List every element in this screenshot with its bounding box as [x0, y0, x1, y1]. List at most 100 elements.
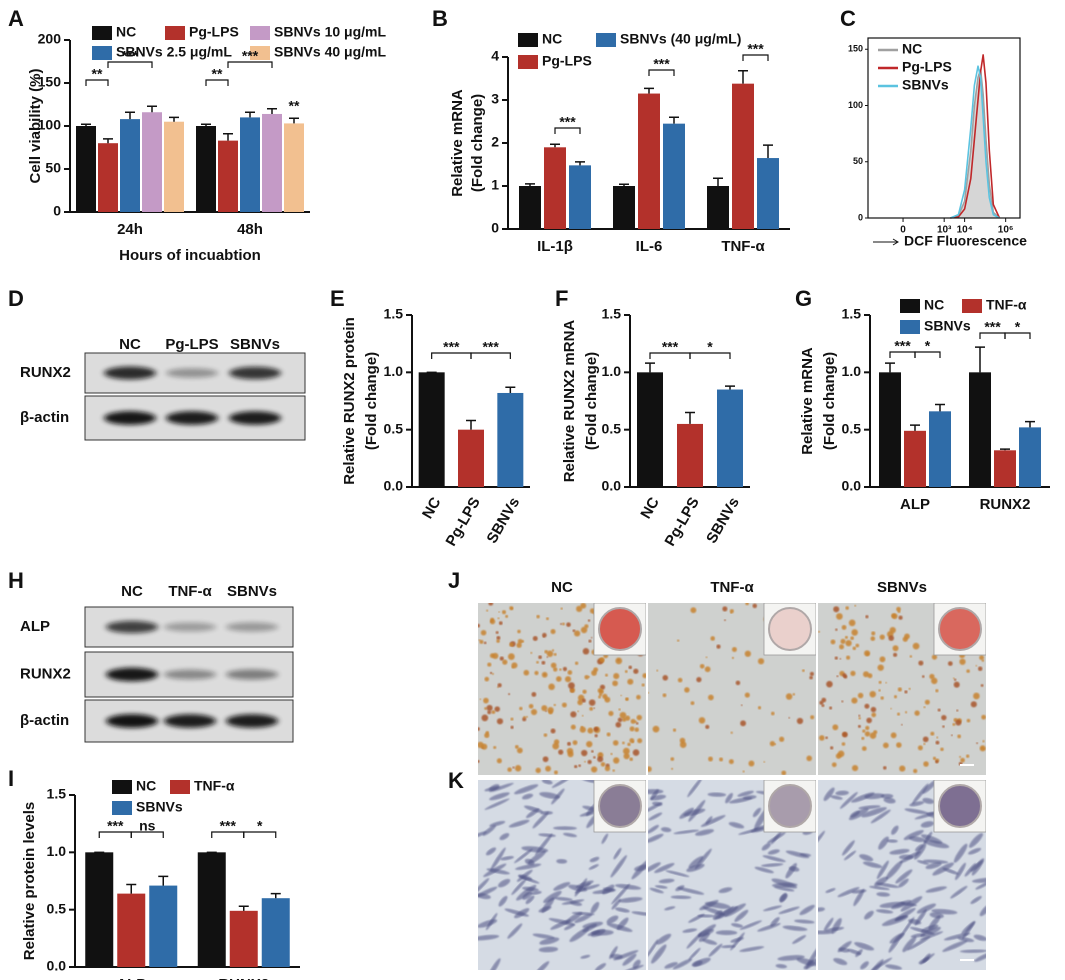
cell-streak [739, 946, 765, 952]
stain-spot [896, 606, 901, 612]
stain-spot [834, 656, 838, 660]
bar [969, 372, 991, 487]
stain-spot [634, 727, 639, 732]
cell-streak [848, 808, 869, 821]
stain-spot [752, 603, 758, 609]
cell-streak [912, 783, 929, 805]
cell-streak [698, 932, 710, 942]
legend-swatch [596, 33, 616, 47]
cell-streak [554, 896, 573, 901]
stain-spot [580, 626, 588, 634]
legend-swatch [250, 26, 270, 40]
stain-spot [913, 768, 918, 774]
stain-spot [487, 710, 492, 715]
stain-spot [851, 697, 858, 704]
stain-spot [485, 730, 490, 735]
significance-bracket [85, 79, 109, 86]
stain-spot [952, 723, 956, 726]
significance-bracket [227, 61, 273, 68]
significance-label: * [257, 818, 263, 834]
stain-spot [483, 697, 489, 704]
stain-spot [976, 742, 979, 745]
error-bar [575, 161, 585, 166]
stain-spot [535, 767, 541, 774]
x-tick-label: ALP [116, 976, 146, 980]
stain-spot [879, 656, 886, 663]
y-tick-label: 0.0 [47, 958, 67, 974]
stain-spot [581, 698, 586, 703]
blot-band [229, 366, 281, 380]
cell-streak [835, 790, 849, 796]
stain-spot [851, 765, 859, 772]
cell-streak [654, 885, 668, 889]
cell-streak [497, 878, 511, 888]
cell-streak [540, 811, 553, 815]
significance-bracket [243, 831, 277, 838]
stain-spot [831, 762, 837, 768]
stain-spot [536, 660, 539, 664]
stain-spot [574, 630, 581, 637]
stain-spot [832, 724, 839, 731]
legend-label: SBNVs [136, 799, 183, 815]
significance-bracket [107, 61, 153, 68]
stain-spot [600, 762, 606, 767]
cell-streak [695, 829, 714, 836]
stain-spot [748, 760, 755, 767]
y-tick-label: 1.5 [384, 306, 404, 322]
legend-swatch [92, 46, 112, 60]
stain-spot [932, 756, 937, 760]
y-axis-label: (Fold change) [469, 94, 486, 192]
cell-streak [485, 913, 498, 931]
lane-label: Pg-LPS [165, 336, 218, 353]
x-tick-label: RUNX2 [980, 496, 1031, 513]
cell-streak [799, 904, 815, 916]
cell-streak [894, 907, 916, 921]
panel-label: J [448, 568, 460, 593]
cell-streak [541, 897, 555, 913]
stain-spot [541, 671, 548, 678]
cell-streak [489, 792, 510, 801]
stain-spot [496, 758, 502, 764]
stain-spot [730, 731, 733, 734]
stain-spot [774, 743, 777, 746]
stain-spot [975, 664, 978, 667]
stain-spot [502, 659, 508, 665]
stain-spot [566, 747, 574, 755]
cell-streak [760, 863, 784, 867]
legend-label: NC [116, 24, 136, 40]
stain-spot [630, 718, 636, 724]
stain-spot [567, 741, 571, 746]
cell-streak [888, 933, 902, 953]
cell-streak [588, 864, 599, 870]
bar [85, 852, 114, 967]
stain-spot [848, 619, 856, 627]
cell-streak [779, 892, 787, 903]
significance-label: * [707, 339, 713, 355]
cell-streak [543, 890, 562, 904]
x-axis-label: DCF Fluorescence [904, 233, 1027, 249]
stain-spot [574, 764, 578, 769]
cell-streak [648, 939, 659, 958]
legend-label: TNF-α [194, 778, 235, 794]
stain-spot [499, 656, 504, 661]
cell-streak [632, 959, 641, 969]
bar [663, 123, 685, 229]
stain-spot [489, 653, 495, 659]
cell-streak [534, 961, 550, 970]
stain-spot [591, 750, 594, 753]
blot-band [229, 411, 281, 425]
stain-spot [810, 715, 815, 720]
stain-spot [497, 683, 502, 688]
cell-streak [648, 802, 663, 813]
y-tick-label: 0.5 [47, 900, 67, 916]
cell-streak [490, 847, 506, 871]
stain-spot [516, 747, 523, 754]
stain-spot [869, 732, 877, 739]
cell-streak [818, 907, 825, 912]
bar [1019, 427, 1041, 487]
stain-spot [966, 718, 971, 723]
stain-spot [597, 756, 604, 763]
cell-streak [556, 858, 568, 864]
stain-spot [722, 606, 728, 612]
cell-streak [730, 937, 744, 943]
